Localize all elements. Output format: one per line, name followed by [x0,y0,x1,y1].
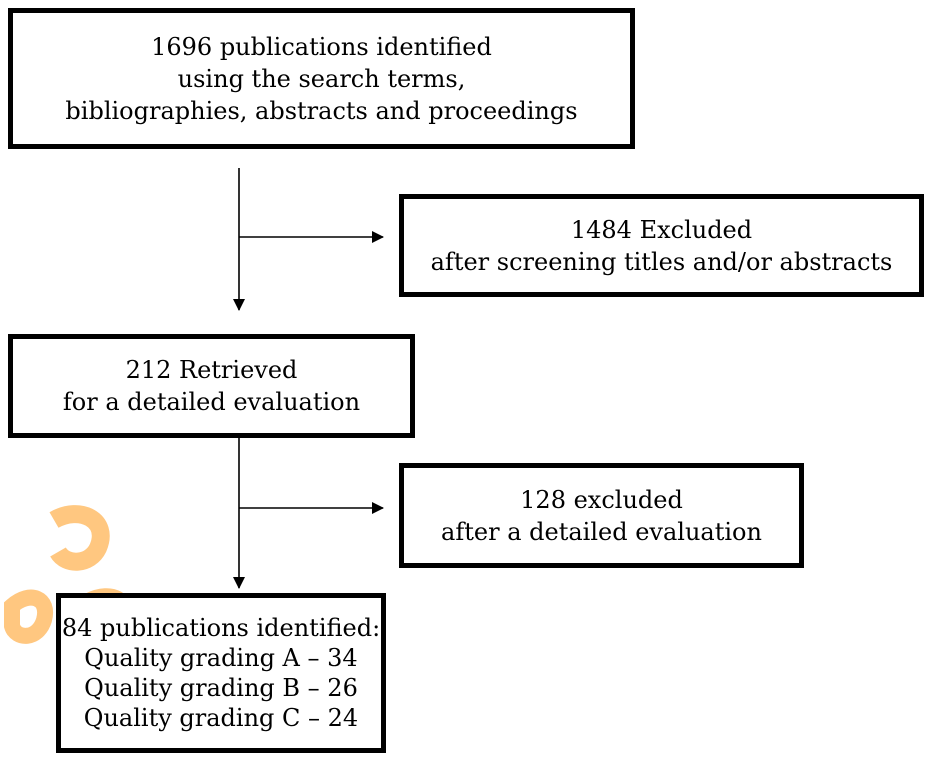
box-line: bibliographies, abstracts and proceeding… [65,96,578,125]
box-excluded-after-evaluation: 128 excluded after a detailed evaluation [399,463,804,568]
box-line: Quality grading A – 34 [84,644,358,672]
box-line: 84 publications identified: [61,614,381,642]
box-line: after screening titles and/or abstracts [430,247,893,276]
box-line: 1484 Excluded [570,215,753,244]
box-line: 128 excluded [520,485,683,514]
box-line: 1696 publications identified [151,32,492,61]
box-excluded-after-screening: 1484 Excluded after screening titles and… [399,194,924,297]
box-publications-identified: 1696 publications identified using the s… [8,8,635,149]
box-line: using the search terms, [177,64,466,93]
box-line: after a detailed evaluation [441,517,762,546]
box-retrieved: 212 Retrieved for a detailed evaluation [8,334,415,438]
box-line: for a detailed evaluation [62,388,361,416]
box-line: Quality grading C – 24 [83,704,359,732]
box-line: 212 Retrieved [125,356,298,384]
box-line: Quality grading B – 26 [84,674,358,702]
box-final-publications: 84 publications identified: Quality grad… [56,593,386,753]
